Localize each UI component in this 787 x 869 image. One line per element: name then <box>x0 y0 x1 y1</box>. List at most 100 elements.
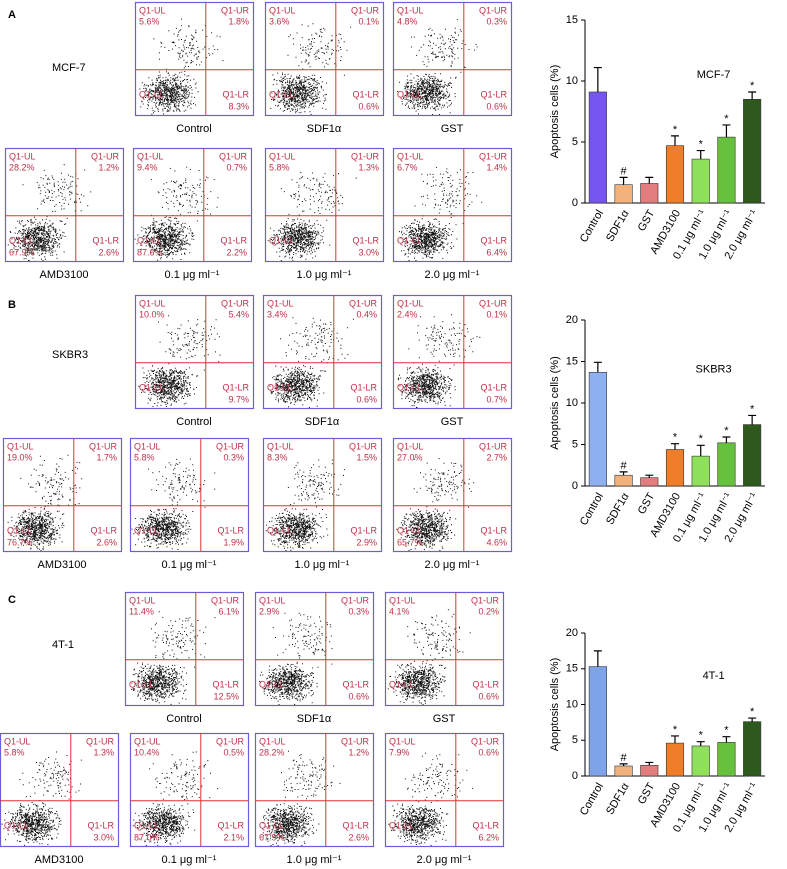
error-bar <box>645 474 654 478</box>
quadrant-name: Q1-LR <box>342 679 369 689</box>
quadrant-name: Q1-LR <box>92 235 119 245</box>
plot-caption: Control <box>166 713 201 725</box>
bar <box>614 474 633 487</box>
plot-caption: 2.0 μg ml⁻¹ <box>417 854 472 866</box>
quadrant-name: Q1-LR <box>222 89 249 99</box>
quadrant-name: Q1-LL <box>269 89 294 99</box>
quadrant-percent: 1.5% <box>356 452 377 462</box>
quadrant-name: Q1-UR <box>471 736 500 746</box>
quadrant-percent: 0.6% <box>486 101 507 111</box>
quadrant-name: Q1-LL <box>139 89 164 99</box>
y-axis-label: Apoptosis cells (%) <box>549 356 561 450</box>
x-tick-label: Control <box>578 781 606 818</box>
error-bar <box>671 735 679 744</box>
plot-frame <box>392 147 513 263</box>
x-tick-label: Control <box>578 491 606 528</box>
quadrant-percent: 1.8% <box>228 16 249 26</box>
quadrant-percent: 6.7% <box>397 162 418 172</box>
quadrant-name: Q1-LL <box>4 820 29 830</box>
event-dots <box>265 459 345 551</box>
quadrant-percent: 6.1% <box>218 606 239 616</box>
error-bar <box>593 650 602 667</box>
y-tick-label: 0 <box>572 480 578 492</box>
bar <box>743 99 762 204</box>
y-tick-label: 15 <box>566 663 578 675</box>
quadrant-name: Q1-LL <box>129 679 154 689</box>
plot-frame <box>129 732 250 848</box>
quadrant-name: Q1-UL <box>269 5 296 15</box>
flow-plot: Q1-UL7.9% Q1-UR0.6% Q1-LL Q1-LR 6.2% <box>384 732 505 848</box>
quadrant-percent: 6.2% <box>478 832 499 842</box>
event-dots <box>397 314 481 408</box>
event-dots <box>267 172 357 261</box>
y-tick-label: 10 <box>566 75 578 87</box>
quadrant-name: Q1-UL <box>267 441 294 451</box>
quadrant-name: Q1-UR <box>471 595 500 605</box>
flow-plot: Q1-UL8.3% Q1-UR1.5% Q1-LL Q1-LR 2.9% <box>262 437 383 553</box>
quadrant-percent: 1.2% <box>348 747 369 757</box>
quadrant-name: Q1-LR <box>217 820 244 830</box>
quadrant-percent: 4.6% <box>486 537 507 547</box>
quadrant-name: Q1-UR <box>221 5 250 15</box>
error-bar <box>619 763 628 766</box>
chart-title: MCF-7 <box>697 69 731 81</box>
error-bar <box>748 91 757 100</box>
plot-caption: 0.1 μg ml⁻¹ <box>162 854 217 866</box>
quadrant-percent: 6.4% <box>486 247 507 257</box>
x-tick-label: GST <box>636 781 658 807</box>
bar <box>743 424 762 487</box>
significance-mark: * <box>699 138 704 150</box>
quadrant-percent: 0.6% <box>348 691 369 701</box>
plot-frame <box>262 437 383 553</box>
flow-plot: Q1-UL3.4% Q1-UR0.4% Q1-LL Q1-LR 0.6% <box>262 294 383 410</box>
quadrant-name: Q1-UR <box>91 151 120 161</box>
quadrant-name: Q1-UL <box>397 298 424 308</box>
plot-caption: 0.1 μg ml⁻¹ <box>165 269 220 281</box>
y-tick-label: 5 <box>572 734 578 746</box>
x-tick-label: SDF1α <box>604 780 632 816</box>
quadrant-name: Q1-LL <box>269 235 294 245</box>
quadrant-percent: 87.6% <box>137 247 163 257</box>
plot-caption: SDF1α <box>297 713 332 725</box>
quadrant-name: Q1-UL <box>137 151 164 161</box>
quadrant-name: Q1-LL <box>137 235 162 245</box>
quadrant-name: Q1-UR <box>349 298 378 308</box>
quadrant-name: Q1-UR <box>89 441 118 451</box>
plot-frame <box>0 732 120 848</box>
x-tick-label: SDF1α <box>604 207 632 243</box>
quadrant-name: Q1-LL <box>134 525 159 535</box>
quadrant-name: Q1-UR <box>479 441 508 451</box>
quadrant-percent: 1.9% <box>223 537 244 547</box>
quadrant-name: Q1-UL <box>397 441 424 451</box>
quadrant-percent: 0.7% <box>226 162 247 172</box>
quadrant-name: Q1-UR <box>479 151 508 161</box>
quadrant-percent: 3.0% <box>93 832 114 842</box>
y-tick-label: 15 <box>566 355 578 367</box>
plot-frame <box>254 732 375 848</box>
quadrant-percent: 2.6% <box>96 537 117 547</box>
event-dots <box>262 750 341 846</box>
quadrant-percent: 4.8% <box>397 16 418 26</box>
quadrant-name: Q1-LR <box>480 382 507 392</box>
quadrant-name: Q1-UR <box>221 298 250 308</box>
event-dots <box>387 609 471 705</box>
quadrant-name: Q1-LL <box>397 525 422 535</box>
quadrant-name: Q1-UR <box>216 736 245 746</box>
y-tick-label: 5 <box>572 438 578 450</box>
error-bar <box>593 66 602 92</box>
quadrant-name: Q1-LR <box>350 525 377 535</box>
error-bar <box>748 717 757 722</box>
quadrant-percent: 2.1% <box>223 832 244 842</box>
quadrant-name: Q1-LR <box>352 235 379 245</box>
significance-mark: * <box>750 403 755 415</box>
quadrant-name: Q1-UR <box>219 151 248 161</box>
quadrant-percent: 2.6% <box>98 247 119 257</box>
plot-caption: Control <box>176 416 211 428</box>
event-dots <box>139 18 224 115</box>
significance-mark: * <box>750 706 755 718</box>
bar <box>614 765 633 777</box>
quadrant-percent: 12.5% <box>213 691 239 701</box>
plot-caption: 1.0 μg ml⁻¹ <box>297 269 352 281</box>
